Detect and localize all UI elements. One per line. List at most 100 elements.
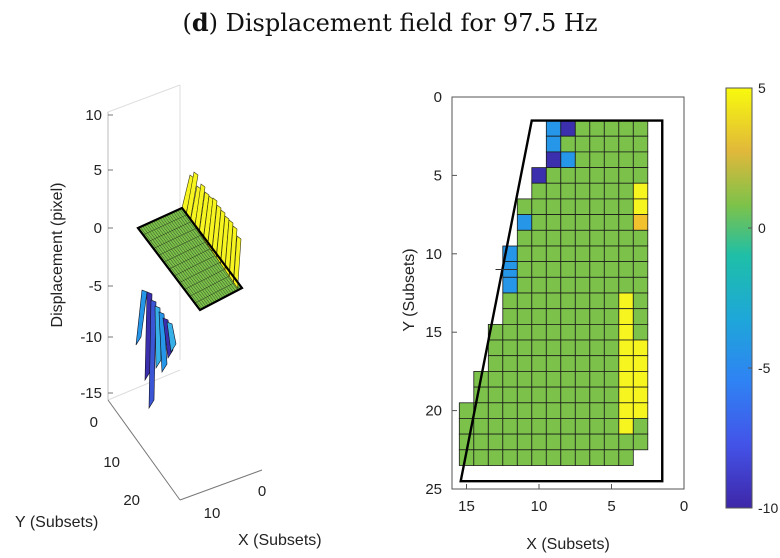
heatmap-cell	[560, 355, 576, 372]
heatmap-cell	[589, 135, 605, 153]
heatmap-cell	[473, 449, 489, 466]
heatmap-cell	[516, 433, 533, 451]
heatmap-cell	[603, 120, 620, 137]
heatmap-cell	[618, 339, 634, 357]
heatmap-cell	[516, 261, 533, 278]
figure-title-text: Displacement field for 97.5 Hz	[225, 9, 598, 37]
heatmap-cell	[589, 449, 605, 466]
heatmap-cell	[632, 229, 649, 247]
heatmap-cell	[545, 308, 562, 325]
blue-spike	[158, 311, 168, 373]
heatmap-cell	[574, 449, 591, 466]
heatmap-cell	[632, 370, 649, 388]
heatmap-cell	[516, 370, 533, 388]
heatmap-cell	[545, 120, 562, 137]
heatmap-cell	[574, 151, 591, 168]
heatmap-cell	[560, 120, 576, 137]
plateau-mesh-line	[166, 214, 228, 296]
heatmap-cell	[458, 402, 475, 419]
heatmap-cell	[502, 386, 518, 404]
heatmap-cell	[560, 386, 576, 404]
heatmap-cell	[632, 261, 649, 278]
yellow-spike	[228, 225, 238, 284]
plateau-mesh-line	[148, 222, 211, 305]
heatmap-cell	[632, 198, 649, 215]
heatmap-cell	[603, 417, 620, 435]
heatmap-cell	[589, 402, 605, 419]
heatmap-cell	[560, 182, 576, 200]
heatmap-cell	[618, 323, 634, 341]
heatmap-cell	[516, 323, 533, 341]
heatmap-cell	[574, 339, 591, 357]
heatmap-cell	[603, 355, 620, 372]
heatmap-cell	[560, 339, 576, 357]
heatmap-cell	[560, 135, 576, 153]
heatmap-cell	[516, 292, 533, 310]
heatmap-cell	[531, 198, 547, 215]
heatmap-cell	[574, 402, 591, 419]
heatmap-cell	[632, 135, 649, 153]
yellow-spike	[220, 215, 230, 271]
heatmap-cell	[531, 339, 547, 357]
heatmap-cell	[632, 417, 649, 435]
heatmap-cell	[589, 370, 605, 388]
heatmap-cell	[603, 214, 620, 231]
heatmap-cell	[560, 245, 576, 263]
blue-spikes	[135, 289, 177, 410]
heatmap-cell	[531, 276, 547, 294]
colorbar-tick-label: -5	[758, 360, 771, 376]
x-axis-label: X (Subsets)	[238, 532, 322, 549]
heatmap-cell	[603, 292, 620, 310]
heatmap-cell	[574, 198, 591, 215]
heatmap-cell	[545, 386, 562, 404]
heatmap-cell	[487, 355, 504, 372]
plateau-mesh-line	[164, 215, 226, 297]
heatmap-cell	[545, 449, 562, 466]
heatmap-cell	[603, 229, 620, 247]
heatmap-cell	[632, 433, 649, 451]
heatmap-cell	[560, 308, 576, 325]
heatmap-cell	[632, 151, 649, 168]
heatmap-cell	[603, 198, 620, 215]
heatmap-cell	[545, 182, 562, 200]
heatmap-cell	[618, 198, 634, 215]
heatmap-cell	[632, 323, 649, 341]
heatmap-cell	[574, 323, 591, 341]
heatmap-cell	[516, 417, 533, 435]
y-tick-label: 20	[425, 403, 442, 420]
sample-outline	[136, 206, 244, 312]
heatmap-cell	[603, 449, 620, 466]
heatmap-cell	[545, 323, 562, 341]
sample-outline	[459, 119, 664, 483]
x-tick-label: 10	[204, 505, 221, 522]
z-tick-label: 5	[94, 162, 102, 179]
heatmap-cell	[618, 182, 634, 200]
plateau-mesh-line	[151, 221, 213, 304]
plateau-mesh-line	[157, 218, 220, 301]
heatmap-cell	[603, 167, 620, 184]
heatmap-cell	[560, 198, 576, 215]
heatmap-cell	[574, 355, 591, 372]
heatmap-cell	[545, 276, 562, 294]
heatmap-cell	[603, 433, 620, 451]
heatmap-cell	[589, 167, 605, 184]
yellow-spike	[233, 235, 242, 290]
heatmap-cell	[589, 245, 605, 263]
heatmap-cell	[589, 151, 605, 168]
heatmap-cell	[545, 167, 562, 184]
z-tick-label: -5	[89, 278, 102, 295]
heatmap-cell	[531, 167, 547, 184]
heatmap-cell	[516, 449, 533, 466]
x-axis-label: X (Subsets)	[526, 536, 610, 553]
heatmap-cell	[560, 417, 576, 435]
heatmap-cell	[603, 402, 620, 419]
heatmap-cell	[603, 182, 620, 200]
heatmap-cell	[502, 308, 518, 325]
heatmap-cell	[560, 402, 576, 419]
heatmap-cell	[574, 292, 591, 310]
heatmap-cell	[632, 386, 649, 404]
heatmap-cell	[632, 355, 649, 372]
plateau-mesh-line	[142, 225, 205, 308]
